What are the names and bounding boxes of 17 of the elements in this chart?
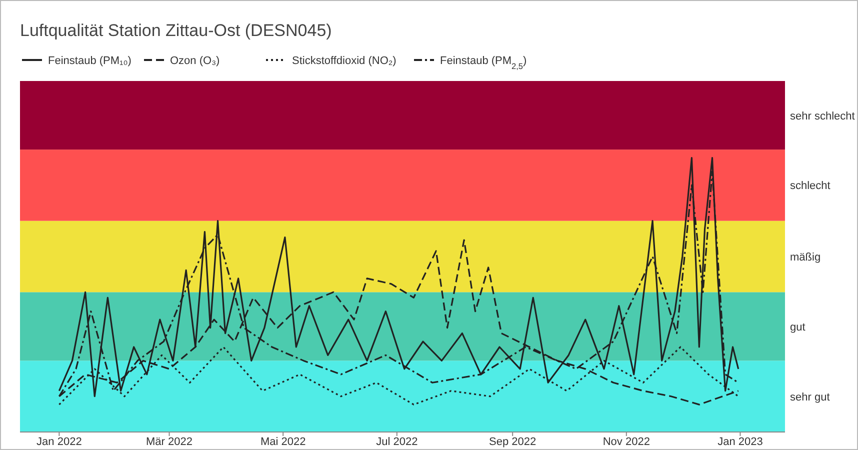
x-tick-label: Mai 2022 <box>260 436 306 448</box>
x-tick-label: Jan 2023 <box>718 436 763 448</box>
band-label: mäßig <box>790 252 821 264</box>
legend-label: Feinstaub (PM$_{2,5}$) <box>440 55 527 70</box>
legend-label: Ozon (O₃) <box>170 55 220 67</box>
chart-title: Luftqualität Station Zittau-Ost (DESN045) <box>20 21 332 40</box>
x-tick-label: Sep 2022 <box>489 436 536 448</box>
band-label: sehr schlecht <box>790 110 855 122</box>
x-tick-label: Jul 2022 <box>376 436 418 448</box>
x-tick-label: Mär 2022 <box>146 436 193 448</box>
band-label: sehr gut <box>790 391 830 404</box>
legend-label: Stickstoffdioxid (NO₂) <box>292 55 396 67</box>
legend-label: Feinstaub (PM₁₀) <box>48 55 132 67</box>
x-tick-label: Nov 2022 <box>602 436 650 448</box>
x-tick-label: Jan 2022 <box>36 436 82 448</box>
band-label: gut <box>790 321 806 334</box>
band-label: schlecht <box>790 180 830 192</box>
